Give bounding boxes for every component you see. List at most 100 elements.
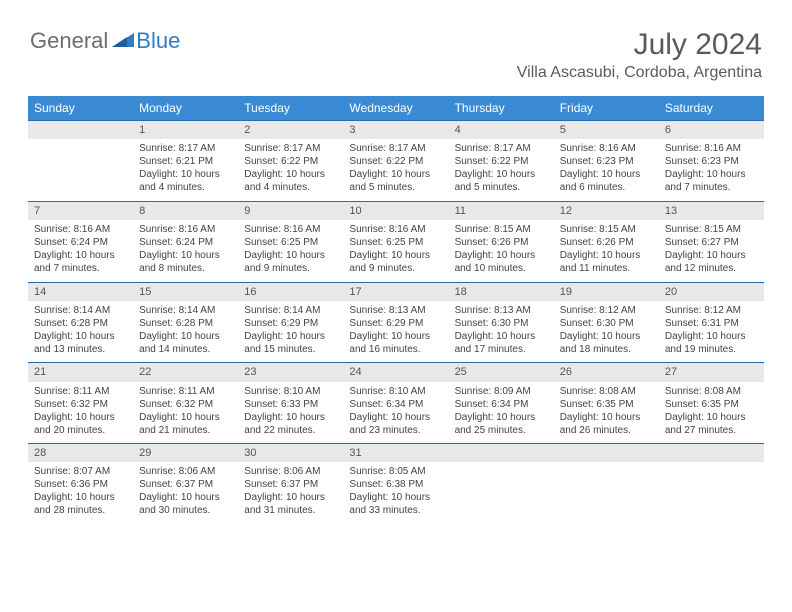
day-content-cell: Sunrise: 8:12 AMSunset: 6:30 PMDaylight:… bbox=[554, 301, 659, 363]
sunrise-line: Sunrise: 8:07 AM bbox=[34, 465, 127, 478]
month-title: July 2024 bbox=[517, 28, 762, 62]
sunrise-line: Sunrise: 8:15 AM bbox=[665, 223, 758, 236]
sunrise-line: Sunrise: 8:13 AM bbox=[455, 304, 548, 317]
day-content-cell: Sunrise: 8:05 AMSunset: 6:38 PMDaylight:… bbox=[343, 462, 448, 524]
daylight-line: Daylight: 10 hours and 4 minutes. bbox=[244, 168, 337, 194]
day-header: Wednesday bbox=[343, 96, 448, 121]
day-number-cell: 7 bbox=[28, 201, 133, 220]
day-header: Tuesday bbox=[238, 96, 343, 121]
sunrise-line: Sunrise: 8:06 AM bbox=[139, 465, 232, 478]
day-number-cell: 13 bbox=[659, 201, 764, 220]
sunrise-line: Sunrise: 8:10 AM bbox=[349, 385, 442, 398]
day-content-cell: Sunrise: 8:10 AMSunset: 6:33 PMDaylight:… bbox=[238, 382, 343, 444]
day-number-cell: 21 bbox=[28, 363, 133, 382]
daylight-line: Daylight: 10 hours and 14 minutes. bbox=[139, 330, 232, 356]
daylight-line: Daylight: 10 hours and 26 minutes. bbox=[560, 411, 653, 437]
sunrise-line: Sunrise: 8:16 AM bbox=[139, 223, 232, 236]
sunrise-line: Sunrise: 8:16 AM bbox=[34, 223, 127, 236]
day-content-cell: Sunrise: 8:15 AMSunset: 6:26 PMDaylight:… bbox=[554, 220, 659, 282]
day-number-cell: 8 bbox=[133, 201, 238, 220]
daylight-line: Daylight: 10 hours and 27 minutes. bbox=[665, 411, 758, 437]
day-number-cell: 31 bbox=[343, 444, 448, 463]
calendar-table: SundayMondayTuesdayWednesdayThursdayFrid… bbox=[28, 96, 764, 524]
day-content-cell: Sunrise: 8:11 AMSunset: 6:32 PMDaylight:… bbox=[28, 382, 133, 444]
sunset-line: Sunset: 6:36 PM bbox=[34, 478, 127, 491]
day-number-cell: 22 bbox=[133, 363, 238, 382]
sunset-line: Sunset: 6:32 PM bbox=[139, 398, 232, 411]
day-number-cell: 6 bbox=[659, 121, 764, 140]
title-block: July 2024 Villa Ascasubi, Cordoba, Argen… bbox=[517, 28, 762, 82]
content-row: Sunrise: 8:16 AMSunset: 6:24 PMDaylight:… bbox=[28, 220, 764, 282]
day-number-cell: 26 bbox=[554, 363, 659, 382]
day-content-cell: Sunrise: 8:14 AMSunset: 6:28 PMDaylight:… bbox=[133, 301, 238, 363]
daylight-line: Daylight: 10 hours and 28 minutes. bbox=[34, 491, 127, 517]
daylight-line: Daylight: 10 hours and 21 minutes. bbox=[139, 411, 232, 437]
day-content-cell: Sunrise: 8:06 AMSunset: 6:37 PMDaylight:… bbox=[133, 462, 238, 524]
day-content-cell: Sunrise: 8:14 AMSunset: 6:28 PMDaylight:… bbox=[28, 301, 133, 363]
day-content-cell: Sunrise: 8:07 AMSunset: 6:36 PMDaylight:… bbox=[28, 462, 133, 524]
daylight-line: Daylight: 10 hours and 6 minutes. bbox=[560, 168, 653, 194]
day-header-row: SundayMondayTuesdayWednesdayThursdayFrid… bbox=[28, 96, 764, 121]
day-content-cell: Sunrise: 8:06 AMSunset: 6:37 PMDaylight:… bbox=[238, 462, 343, 524]
day-number-cell: 3 bbox=[343, 121, 448, 140]
day-content-cell: Sunrise: 8:11 AMSunset: 6:32 PMDaylight:… bbox=[133, 382, 238, 444]
day-number-cell: 14 bbox=[28, 282, 133, 301]
day-number-cell: 23 bbox=[238, 363, 343, 382]
sunrise-line: Sunrise: 8:17 AM bbox=[349, 142, 442, 155]
sunrise-line: Sunrise: 8:14 AM bbox=[139, 304, 232, 317]
day-number-cell: 24 bbox=[343, 363, 448, 382]
sunset-line: Sunset: 6:32 PM bbox=[34, 398, 127, 411]
day-number-cell: 10 bbox=[343, 201, 448, 220]
sunset-line: Sunset: 6:22 PM bbox=[455, 155, 548, 168]
sunrise-line: Sunrise: 8:12 AM bbox=[665, 304, 758, 317]
day-number-cell: 15 bbox=[133, 282, 238, 301]
day-number-cell: 29 bbox=[133, 444, 238, 463]
day-header: Sunday bbox=[28, 96, 133, 121]
content-row: Sunrise: 8:14 AMSunset: 6:28 PMDaylight:… bbox=[28, 301, 764, 363]
daylight-line: Daylight: 10 hours and 10 minutes. bbox=[455, 249, 548, 275]
day-number-cell: 17 bbox=[343, 282, 448, 301]
sunrise-line: Sunrise: 8:14 AM bbox=[244, 304, 337, 317]
daylight-line: Daylight: 10 hours and 23 minutes. bbox=[349, 411, 442, 437]
daylight-line: Daylight: 10 hours and 13 minutes. bbox=[34, 330, 127, 356]
sunrise-line: Sunrise: 8:11 AM bbox=[34, 385, 127, 398]
day-content-cell: Sunrise: 8:16 AMSunset: 6:23 PMDaylight:… bbox=[554, 139, 659, 201]
sunset-line: Sunset: 6:35 PM bbox=[665, 398, 758, 411]
sunset-line: Sunset: 6:24 PM bbox=[34, 236, 127, 249]
daynum-row: 28293031 bbox=[28, 444, 764, 463]
sunrise-line: Sunrise: 8:13 AM bbox=[349, 304, 442, 317]
sunrise-line: Sunrise: 8:15 AM bbox=[560, 223, 653, 236]
content-row: Sunrise: 8:07 AMSunset: 6:36 PMDaylight:… bbox=[28, 462, 764, 524]
day-content-cell: Sunrise: 8:17 AMSunset: 6:22 PMDaylight:… bbox=[449, 139, 554, 201]
header: General Blue July 2024 Villa Ascasubi, C… bbox=[0, 0, 792, 88]
sunrise-line: Sunrise: 8:05 AM bbox=[349, 465, 442, 478]
day-number-cell bbox=[659, 444, 764, 463]
day-content-cell bbox=[449, 462, 554, 524]
daylight-line: Daylight: 10 hours and 17 minutes. bbox=[455, 330, 548, 356]
day-number-cell: 30 bbox=[238, 444, 343, 463]
sunset-line: Sunset: 6:28 PM bbox=[34, 317, 127, 330]
logo: General Blue bbox=[30, 28, 180, 54]
day-number-cell: 20 bbox=[659, 282, 764, 301]
daynum-row: 78910111213 bbox=[28, 201, 764, 220]
daylight-line: Daylight: 10 hours and 5 minutes. bbox=[455, 168, 548, 194]
daylight-line: Daylight: 10 hours and 5 minutes. bbox=[349, 168, 442, 194]
daylight-line: Daylight: 10 hours and 30 minutes. bbox=[139, 491, 232, 517]
day-content-cell: Sunrise: 8:13 AMSunset: 6:29 PMDaylight:… bbox=[343, 301, 448, 363]
sunrise-line: Sunrise: 8:09 AM bbox=[455, 385, 548, 398]
day-number-cell: 27 bbox=[659, 363, 764, 382]
sunset-line: Sunset: 6:23 PM bbox=[665, 155, 758, 168]
sunset-line: Sunset: 6:25 PM bbox=[244, 236, 337, 249]
day-content-cell: Sunrise: 8:16 AMSunset: 6:24 PMDaylight:… bbox=[28, 220, 133, 282]
logo-text-general: General bbox=[30, 28, 108, 54]
sunset-line: Sunset: 6:35 PM bbox=[560, 398, 653, 411]
day-number-cell: 11 bbox=[449, 201, 554, 220]
day-content-cell: Sunrise: 8:15 AMSunset: 6:26 PMDaylight:… bbox=[449, 220, 554, 282]
day-content-cell: Sunrise: 8:08 AMSunset: 6:35 PMDaylight:… bbox=[659, 382, 764, 444]
day-content-cell: Sunrise: 8:14 AMSunset: 6:29 PMDaylight:… bbox=[238, 301, 343, 363]
daynum-row: 21222324252627 bbox=[28, 363, 764, 382]
day-header: Monday bbox=[133, 96, 238, 121]
sunset-line: Sunset: 6:31 PM bbox=[665, 317, 758, 330]
day-number-cell: 4 bbox=[449, 121, 554, 140]
sunrise-line: Sunrise: 8:08 AM bbox=[560, 385, 653, 398]
